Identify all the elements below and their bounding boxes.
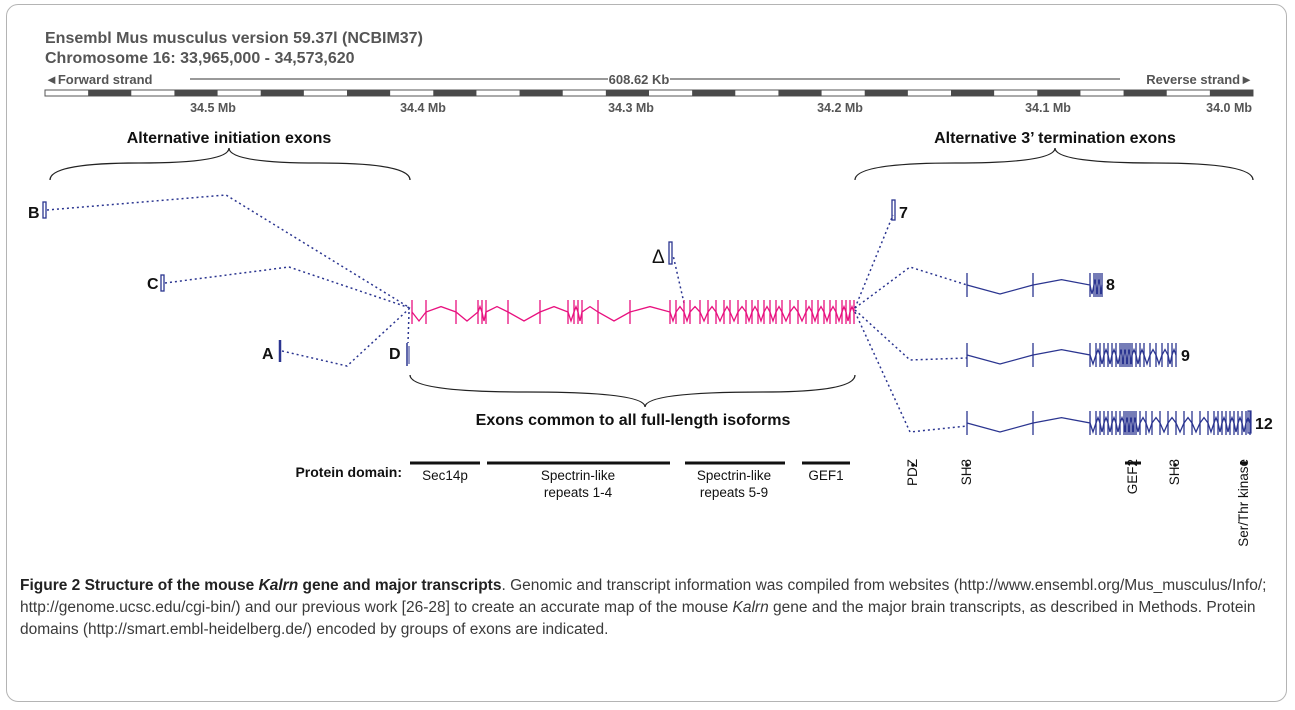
scale-block <box>433 90 477 96</box>
scale-block <box>88 90 132 96</box>
transcript-12-label: 12 <box>1255 416 1273 433</box>
caption-text-2: gene and the major brain transcripts, as… <box>20 599 1256 638</box>
ensembl-version-title: Ensembl Mus musculus version 59.37l (NCB… <box>45 30 423 47</box>
caption-title-end: gene and major transcripts <box>298 577 502 594</box>
scale-block <box>1037 90 1081 96</box>
protein-domain-label: Protein domain: <box>295 464 402 480</box>
scale-block <box>951 90 995 96</box>
transcript-8 <box>966 273 1103 297</box>
exon-delta-label: Δ <box>652 247 665 268</box>
figure-caption: Figure 2 Structure of the mouse Kalrn ge… <box>20 575 1270 641</box>
exon-c-label: C <box>147 276 159 293</box>
tick-label: 34.1 Mb <box>1025 101 1071 115</box>
scale-block <box>605 90 649 96</box>
domain-ser-thr-kinase: Ser/Thr kinase <box>1236 459 1251 547</box>
protein-domains: Protein domain: Sec14p Spectrin-like rep… <box>295 459 1251 547</box>
domain-spectrin-5-9-line2: repeats 5-9 <box>700 485 768 500</box>
domain-spectrin-1-4-line1: Spectrin-like <box>541 468 615 483</box>
scale-block <box>347 90 391 96</box>
reverse-strand-label: Reverse strand► <box>1146 72 1253 87</box>
domain-gef1: GEF1 <box>808 468 843 483</box>
domain-spectrin-1-4-line2: repeats 1-4 <box>544 485 613 500</box>
scale-block <box>1209 90 1253 96</box>
figure-frame <box>6 4 1287 702</box>
domain-dot-sh3-b <box>1173 463 1177 467</box>
exon-b-label: B <box>28 205 40 222</box>
exon-b-box <box>42 201 47 219</box>
length-label: 608.62 Kb <box>609 72 670 87</box>
transcript-9-connector <box>854 309 968 361</box>
exon-c-connector <box>164 266 411 309</box>
tick-label: 34.2 Mb <box>817 101 863 115</box>
domain-gef2: GEF2 <box>1125 459 1140 494</box>
transcript-8-label: 8 <box>1106 277 1115 294</box>
domain-dot-pdz <box>911 463 915 467</box>
exon-delta-box <box>668 241 673 265</box>
transcript-12-connector <box>854 311 968 433</box>
exon-c-box <box>160 274 165 292</box>
exon-d-label: D <box>389 346 401 363</box>
kalrn-gene-diagram: Ensembl Mus musculus version 59.37l (NCB… <box>28 30 1273 547</box>
caption-title: Figure 2 Structure of the mouse <box>20 577 259 594</box>
transcript-9-label: 9 <box>1181 348 1190 365</box>
common-exons-brace <box>409 374 856 408</box>
exon-delta-connector <box>672 254 685 304</box>
domain-pdz: PDZ <box>905 459 920 486</box>
tick-label: 34.3 Mb <box>608 101 654 115</box>
tx8-introns <box>966 278 1103 295</box>
common-exons-track <box>411 300 855 324</box>
exon-a-label: A <box>262 346 274 363</box>
alt-initiation-heading: Alternative initiation exons <box>127 130 332 147</box>
tx12-terminal-exon <box>1247 410 1252 434</box>
exon-7-box <box>891 199 896 221</box>
scale-block <box>692 90 736 96</box>
exon-7-connector <box>854 214 894 309</box>
transcript-8-connector <box>854 266 968 309</box>
transcript-12 <box>966 410 1252 435</box>
scale-block <box>260 90 304 96</box>
caption-gene-2: Kalrn <box>732 599 769 616</box>
domain-sh3-2: SH3 <box>1167 459 1182 485</box>
exon-d-connector <box>407 311 410 344</box>
exon-7-label: 7 <box>899 205 908 222</box>
chromosome-range: Chromosome 16: 33,965,000 - 34,573,620 <box>45 50 355 67</box>
tick-label: 34.5 Mb <box>190 101 236 115</box>
alternative-termination-exons: 7 8 9 12 <box>854 199 1273 435</box>
forward-strand-label: ◄Forward strand <box>45 72 153 87</box>
tick-label: 34.4 Mb <box>400 101 446 115</box>
alt-termination-brace <box>854 147 1254 181</box>
tick-label: 34.0 Mb <box>1206 101 1252 115</box>
exon-a-connector <box>281 307 411 367</box>
alt-termination-heading: Alternative 3’ termination exons <box>934 130 1176 147</box>
scale-ticks: 34.5 Mb 34.4 Mb 34.3 Mb 34.2 Mb 34.1 Mb … <box>190 101 1252 115</box>
exon-b-connector <box>46 194 411 309</box>
transcript-9 <box>966 343 1177 367</box>
caption-gene: Kalrn <box>258 577 299 594</box>
common-exons-heading: Exons common to all full-length isoforms <box>476 412 791 429</box>
domain-sh3: SH3 <box>959 459 974 485</box>
domain-dot-sh3-a <box>965 463 969 467</box>
scale-block <box>778 90 822 96</box>
alternative-initiation-exons: B C A D Δ <box>28 194 685 367</box>
scale-block <box>1123 90 1167 96</box>
scale-bar <box>44 89 1254 97</box>
alt-initiation-brace <box>49 147 411 181</box>
scale-block <box>174 90 218 96</box>
scale-block <box>519 90 563 96</box>
domain-sec14p: Sec14p <box>422 468 468 483</box>
caption-text-1: . Genomic and transcript information was… <box>20 577 1267 616</box>
domain-spectrin-5-9-line1: Spectrin-like <box>697 468 771 483</box>
scale-block <box>864 90 908 96</box>
